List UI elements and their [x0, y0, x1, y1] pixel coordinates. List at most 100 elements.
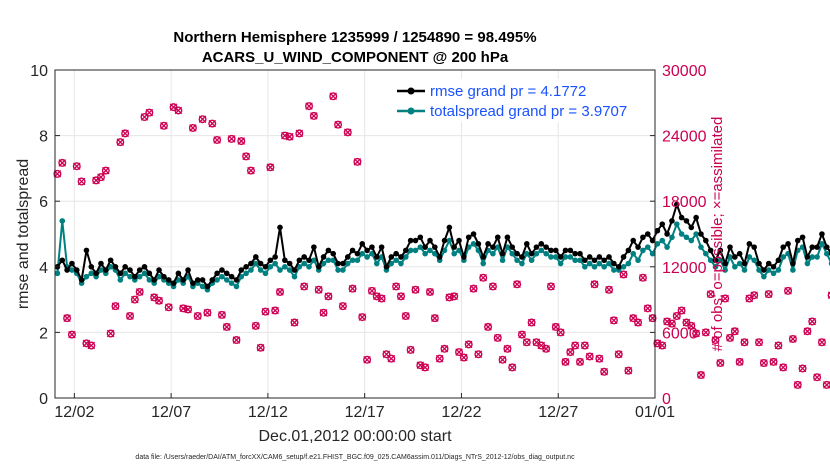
totalspread-point	[620, 264, 627, 270]
obs-count-point	[87, 341, 96, 350]
obs-count-point	[314, 285, 323, 294]
rmse-point	[204, 283, 211, 290]
totalspread-point	[712, 264, 719, 270]
obs-count-point	[605, 285, 614, 294]
rmse-point	[446, 224, 453, 231]
obs-count-point	[721, 294, 730, 303]
obs-count-point	[808, 317, 817, 326]
rmse-point	[591, 257, 598, 264]
obs-count-point	[334, 120, 343, 129]
rmse-point	[785, 241, 791, 247]
rmse-point	[282, 257, 288, 264]
rmse-point	[98, 260, 104, 267]
obs-count-point	[619, 270, 628, 279]
rmse-point	[736, 250, 743, 257]
totalspread-point	[223, 277, 230, 283]
obs-count-point	[58, 158, 67, 167]
rmse-point	[523, 241, 530, 247]
obs-count-point	[338, 302, 347, 311]
obs-count-point	[72, 162, 81, 171]
legend-marker-rmse	[407, 87, 415, 95]
obs-count-point	[658, 341, 667, 350]
totalspread-point	[557, 260, 564, 267]
obs-count-point	[687, 321, 696, 330]
rmse-point	[664, 231, 670, 237]
totalspread-point	[286, 267, 293, 273]
obs-count-point	[174, 106, 183, 115]
rmse-point	[751, 244, 757, 250]
totalspread-point	[669, 234, 675, 241]
obs-count-point	[411, 285, 420, 294]
totalspread-point	[528, 257, 535, 264]
totalspread-point	[243, 270, 249, 277]
legend-marker-spread	[407, 107, 415, 115]
obs-count-point	[450, 292, 459, 301]
totalspread-point	[611, 267, 617, 273]
obs-count-point	[580, 341, 589, 350]
obs-count-point	[406, 345, 415, 354]
obs-count-point	[498, 355, 507, 364]
rmse-point	[223, 270, 230, 277]
totalspread-point	[54, 270, 61, 277]
obs-count-point	[222, 322, 231, 331]
rmse-point	[475, 241, 482, 247]
rmse-point	[93, 270, 99, 277]
rmse-point	[296, 257, 303, 264]
rmse-point	[335, 260, 341, 267]
x-tick-label: 12/07	[151, 404, 191, 421]
obs-count-point	[692, 329, 701, 338]
totalspread-point	[673, 221, 680, 227]
totalspread-point	[741, 267, 748, 273]
rmse-point	[809, 244, 816, 250]
obs-count-point	[305, 102, 314, 111]
totalspread-point	[548, 254, 554, 260]
obs-count-point	[77, 177, 86, 186]
totalspread-point	[736, 260, 743, 267]
obs-count-point	[348, 284, 357, 293]
totalspread-point	[253, 260, 259, 267]
legend-box	[392, 79, 648, 122]
totalspread-point	[219, 273, 225, 280]
rmse-point	[267, 257, 274, 264]
obs-count-point	[256, 343, 265, 352]
rmse-point	[238, 267, 245, 273]
totalspread-point	[69, 267, 75, 273]
rmse-point	[630, 237, 637, 244]
totalspread-point	[272, 260, 278, 267]
rmse-point	[417, 234, 424, 241]
obs-count-point	[779, 363, 788, 372]
obs-count-point	[155, 296, 164, 305]
rmse-point	[286, 260, 293, 267]
totalspread-point	[703, 250, 709, 257]
totalspread-point	[775, 267, 782, 273]
obs-count-point	[817, 338, 826, 347]
rmse-point	[514, 250, 520, 257]
totalspread-point	[640, 247, 646, 254]
rmse-point	[823, 244, 830, 250]
totalspread-point	[373, 260, 380, 267]
obs-count-point	[488, 282, 497, 291]
data-file-footnote: data file: /Users/raeder/DAI/ATM_forcXX/…	[135, 454, 575, 461]
totalspread-point	[320, 260, 327, 267]
obs-count-point	[184, 305, 193, 314]
totalspread-point	[306, 264, 312, 270]
obs-count-point	[576, 357, 585, 366]
totalspread-point	[514, 257, 520, 264]
totalspread-point	[819, 241, 825, 247]
totalspread-point	[809, 254, 816, 260]
obs-count-point	[251, 321, 260, 330]
obs-count-point	[290, 318, 299, 327]
rmse-point	[214, 270, 220, 277]
obs-count-point	[111, 302, 120, 311]
obs-count-point	[121, 129, 130, 138]
totalspread-point	[538, 247, 545, 254]
obs-count-point	[803, 327, 812, 336]
rmse-point	[577, 250, 583, 257]
obs-count-point	[430, 314, 439, 323]
rmse-point	[354, 250, 361, 257]
obs-count-point	[276, 287, 285, 296]
obs-count-point	[508, 363, 517, 372]
totalspread-point	[693, 231, 699, 237]
y-tick-label-left: 8	[39, 129, 48, 146]
y-tick-label-right: 6000	[662, 325, 698, 342]
